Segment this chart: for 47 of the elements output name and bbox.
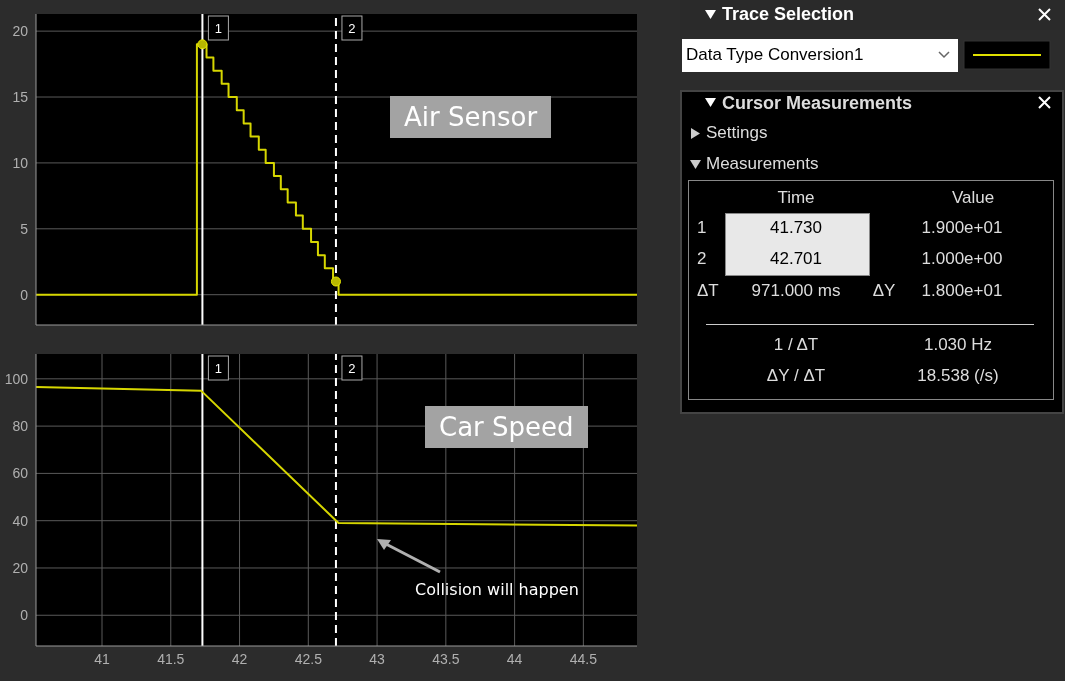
- annotation: 1: [214, 21, 223, 36]
- text: Data Type Conversion1: [686, 44, 864, 66]
- text: 1.800e+01: [921, 280, 1003, 302]
- text: 41.730: [770, 217, 822, 239]
- text: 1 / ΔT: [773, 334, 819, 356]
- y-tick-label: 80: [12, 418, 29, 435]
- x-tick-label: 44: [506, 650, 523, 667]
- text: Cursor Measurements: [722, 92, 913, 114]
- x-tick-label: 43: [369, 650, 386, 667]
- annotation: 2: [348, 21, 356, 36]
- x-tick-label: 42.5: [294, 650, 323, 667]
- text: ΔT: [697, 280, 719, 302]
- y-tick-label: 40: [12, 512, 29, 529]
- text: 971.000 ms: [751, 280, 841, 302]
- annotation: Collision will happen: [415, 580, 579, 599]
- annotation: 2: [348, 361, 356, 376]
- y-tick-label: 0: [20, 607, 29, 624]
- text: 1: [697, 217, 707, 239]
- text: Settings: [706, 122, 768, 144]
- y-tick-label: 20: [12, 559, 29, 576]
- y-tick-label: 0: [20, 286, 29, 303]
- y-tick-label: 10: [12, 154, 29, 171]
- text: 1.000e+00: [921, 248, 1003, 270]
- y-tick-label: 15: [12, 88, 29, 105]
- text: ΔY: [872, 280, 896, 302]
- x-tick-label: 41.5: [157, 650, 185, 667]
- text: Value: [951, 187, 995, 209]
- text: 2: [697, 248, 707, 270]
- text: Trace Selection: [722, 4, 855, 25]
- x-tick-label: 43.5: [432, 650, 460, 667]
- text: 18.538 (/s): [917, 365, 999, 387]
- x-tick-label: 41: [94, 650, 111, 667]
- x-tick-label: 42: [231, 650, 248, 667]
- text: Car Speed: [425, 406, 588, 448]
- text: 1.030 Hz: [923, 334, 993, 356]
- text: Time: [777, 187, 815, 209]
- y-tick-label: 100: [4, 370, 29, 387]
- text: Measurements: [706, 153, 819, 175]
- text: Air Sensor: [390, 96, 552, 138]
- text: 1.900e+01: [921, 217, 1003, 239]
- annotation: 1: [214, 361, 223, 376]
- y-tick-label: 60: [12, 465, 29, 482]
- y-tick-label: 5: [20, 220, 29, 237]
- text: ΔY / ΔT: [766, 365, 826, 387]
- x-tick-label: 44.5: [569, 650, 598, 667]
- text: 42.701: [770, 248, 822, 270]
- y-tick-label: 20: [12, 23, 29, 40]
